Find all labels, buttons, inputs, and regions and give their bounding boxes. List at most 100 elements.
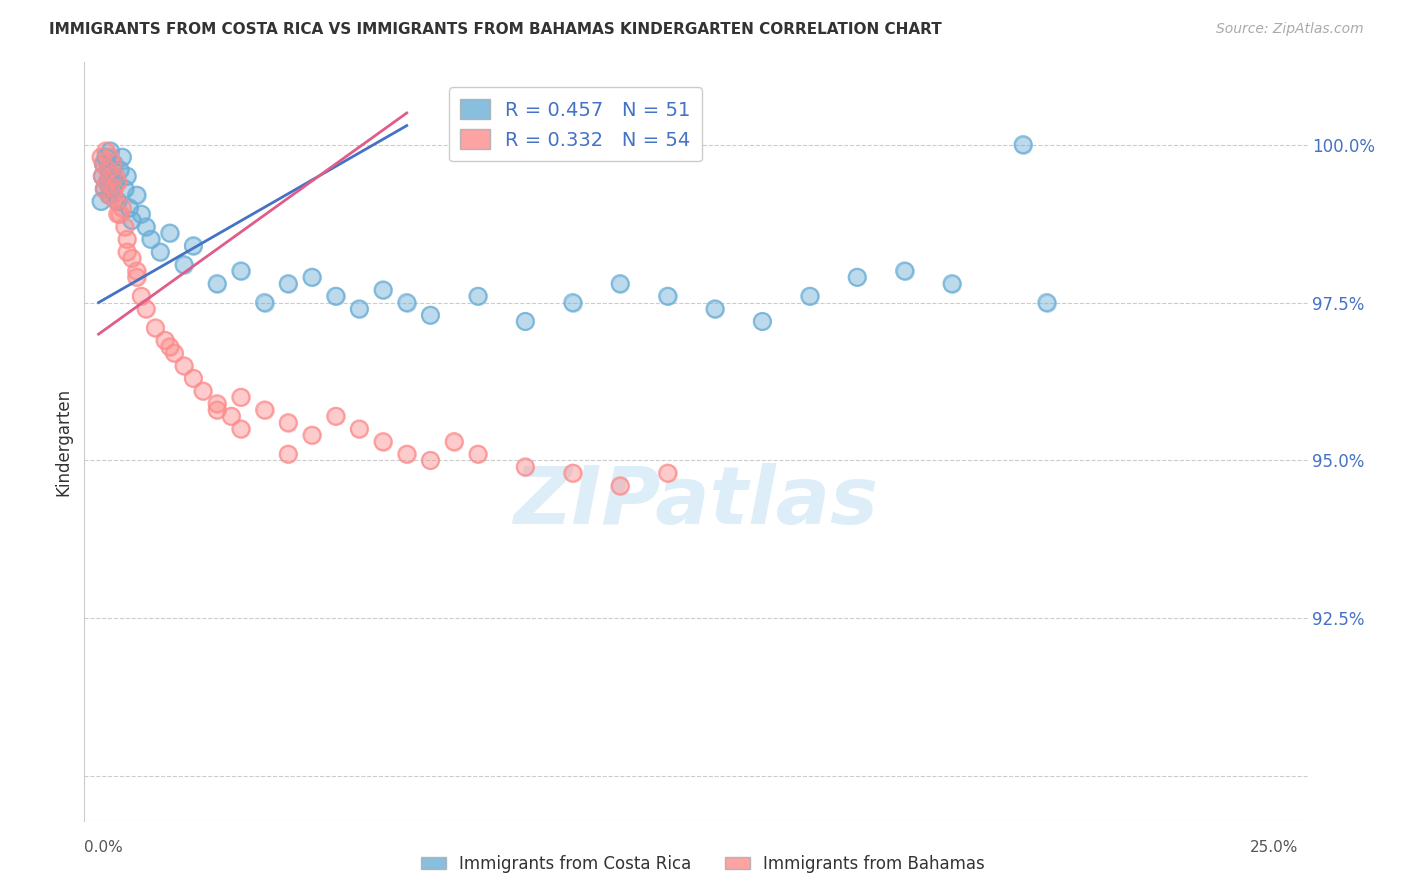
Point xyxy=(325,409,347,424)
Point xyxy=(98,188,121,202)
Point xyxy=(90,194,112,209)
Text: 0.0%: 0.0% xyxy=(84,839,124,855)
Point xyxy=(94,144,117,158)
Point xyxy=(91,169,114,184)
Point xyxy=(229,264,252,278)
Point xyxy=(191,384,214,398)
Point xyxy=(371,283,394,297)
Point xyxy=(467,447,489,461)
Point xyxy=(657,466,679,480)
Point xyxy=(105,194,128,209)
Point xyxy=(301,270,323,285)
Point xyxy=(111,201,134,215)
Point xyxy=(100,144,122,158)
Point xyxy=(149,244,172,259)
Point xyxy=(101,182,124,196)
Point xyxy=(103,156,125,170)
Point xyxy=(173,258,195,272)
Point xyxy=(97,162,120,177)
Point xyxy=(153,334,176,348)
Point xyxy=(159,226,181,240)
Point xyxy=(159,340,181,354)
Point xyxy=(229,390,252,404)
Point xyxy=(325,289,347,303)
Point xyxy=(371,434,394,449)
Point xyxy=(799,289,821,303)
Point xyxy=(467,289,489,303)
Point xyxy=(205,403,228,417)
Point xyxy=(108,162,131,177)
Point xyxy=(515,314,537,328)
Point xyxy=(349,422,371,436)
Point xyxy=(101,182,124,196)
Point xyxy=(101,188,124,202)
Point xyxy=(657,466,679,480)
Point xyxy=(129,207,152,221)
Point xyxy=(107,207,129,221)
Point xyxy=(101,188,124,202)
Point xyxy=(145,321,167,335)
Point xyxy=(97,162,120,177)
Point xyxy=(277,416,299,430)
Point xyxy=(371,434,394,449)
Point xyxy=(96,176,118,190)
Point xyxy=(205,277,228,291)
Point xyxy=(125,188,148,202)
Point xyxy=(1036,295,1059,310)
Point xyxy=(135,219,157,234)
Point xyxy=(1012,137,1035,152)
Point xyxy=(114,182,136,196)
Point xyxy=(129,289,152,303)
Point xyxy=(93,182,115,196)
Point xyxy=(561,466,583,480)
Point xyxy=(107,194,129,209)
Point xyxy=(105,194,128,209)
Point xyxy=(159,340,181,354)
Point xyxy=(121,213,143,227)
Point xyxy=(419,453,441,467)
Point xyxy=(609,479,631,493)
Point xyxy=(125,264,148,278)
Point xyxy=(101,169,124,184)
Point xyxy=(609,277,631,291)
Text: IMMIGRANTS FROM COSTA RICA VS IMMIGRANTS FROM BAHAMAS KINDERGARTEN CORRELATION C: IMMIGRANTS FROM COSTA RICA VS IMMIGRANTS… xyxy=(49,22,942,37)
Point xyxy=(91,156,114,170)
Point xyxy=(115,232,138,246)
Point xyxy=(96,176,118,190)
Point xyxy=(229,422,252,436)
Point xyxy=(103,182,125,196)
Point xyxy=(121,252,143,266)
Point xyxy=(751,314,773,328)
Point xyxy=(101,156,124,170)
Point xyxy=(94,150,117,164)
Point xyxy=(103,156,125,170)
Point xyxy=(799,289,821,303)
Point xyxy=(91,156,114,170)
Point xyxy=(129,207,152,221)
Point xyxy=(96,176,118,190)
Point xyxy=(205,403,228,417)
Point xyxy=(1036,295,1059,310)
Point xyxy=(419,308,441,322)
Point xyxy=(325,289,347,303)
Point xyxy=(121,252,143,266)
Point xyxy=(893,264,915,278)
Point xyxy=(104,176,127,190)
Point xyxy=(139,232,162,246)
Point xyxy=(277,447,299,461)
Point xyxy=(395,447,418,461)
Point xyxy=(173,359,195,373)
Point xyxy=(301,270,323,285)
Point xyxy=(107,176,129,190)
Point xyxy=(395,447,418,461)
Point xyxy=(229,422,252,436)
Text: ZIPatlas: ZIPatlas xyxy=(513,463,879,541)
Point xyxy=(277,277,299,291)
Point xyxy=(93,182,115,196)
Point xyxy=(104,176,127,190)
Point xyxy=(114,182,136,196)
Point xyxy=(104,169,127,184)
Point xyxy=(893,264,915,278)
Point xyxy=(221,409,243,424)
Point xyxy=(101,169,124,184)
